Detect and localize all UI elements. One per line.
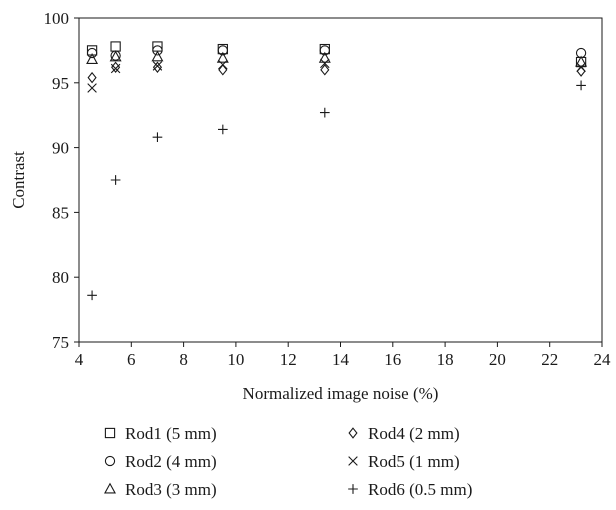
data-point-rod6 [152,132,163,143]
x-tick-label: 24 [594,350,612,369]
data-point-rod1 [110,41,121,52]
x-tick-label: 20 [489,350,506,369]
legend-marker-rod4 [348,427,358,439]
legend-label-rod5: Rod5 (1 mm) [368,452,460,471]
data-point-rod2 [217,45,228,56]
y-tick-label: 95 [52,74,69,93]
legend-label-rod1: Rod1 (5 mm) [125,424,217,443]
data-points [86,41,588,301]
data-point-rod4 [218,64,228,76]
legend: Rod1 (5 mm) Rod2 (4 mm) Rod3 (3 mm) Rod4 (2… [104,424,472,499]
x-tick-label: 6 [127,350,136,369]
y-axis-title: Contrast [9,151,28,209]
y-tick-label: 80 [52,268,69,287]
legend-marker-rod2 [104,455,116,467]
x-tick-label: 12 [280,350,297,369]
legend-label-rod2: Rod2 (4 mm) [125,452,217,471]
data-point-rod6 [110,175,121,185]
data-point-rod3 [109,50,122,62]
data-point-rod3 [86,53,99,64]
x-tick-label: 14 [332,350,350,369]
data-point-rod4 [87,71,97,84]
data-point-rod6 [217,124,228,135]
y-tick-label: 85 [52,203,69,222]
legend-label-rod3: Rod3 (3 mm) [125,480,217,499]
data-point-rod4 [152,61,163,73]
y-tick-label: 75 [52,333,69,352]
data-point-rod3 [575,55,588,67]
legend-marker-rod1 [104,427,116,439]
x-tick-label: 4 [75,350,84,369]
data-point-rod4 [320,64,330,76]
data-point-rod2 [152,45,163,56]
data-point-rod2 [319,45,330,56]
data-point-rod6 [319,107,330,118]
data-point-rod6 [576,80,586,91]
data-point-rod5 [218,59,228,70]
data-point-rod5 [320,58,330,69]
legend-marker-rod3 [104,482,116,494]
legend-label-rod6: Rod6 (0.5 mm) [368,480,472,499]
data-point-rod5 [576,62,586,73]
x-tick-label: 18 [437,350,454,369]
data-point-rod6 [87,290,97,301]
x-tick-label: 8 [179,350,188,369]
legend-marker-rod6 [348,484,358,494]
data-point-rod5 [152,61,163,71]
data-point-rod5 [110,63,121,74]
legend-label-rod4: Rod4 (2 mm) [368,424,460,443]
legend-marker-rod5 [348,456,358,466]
x-tick-label: 16 [384,350,401,369]
y-tick-label: 100 [44,9,70,28]
x-tick-label: 10 [227,350,244,369]
data-point-rod3 [318,51,331,63]
data-point-rod5 [87,83,97,93]
x-axis-title: Normalized image noise (%) [243,384,439,403]
data-point-rod3 [151,50,164,62]
data-point-rod2 [86,47,98,59]
data-point-rod3 [216,51,229,63]
x-tick-label: 22 [541,350,558,369]
y-tick-label: 90 [52,139,69,158]
axes: 4 6 8 10 12 14 16 18 20 22 24 75 80 85 90 95 100 [44,9,612,369]
